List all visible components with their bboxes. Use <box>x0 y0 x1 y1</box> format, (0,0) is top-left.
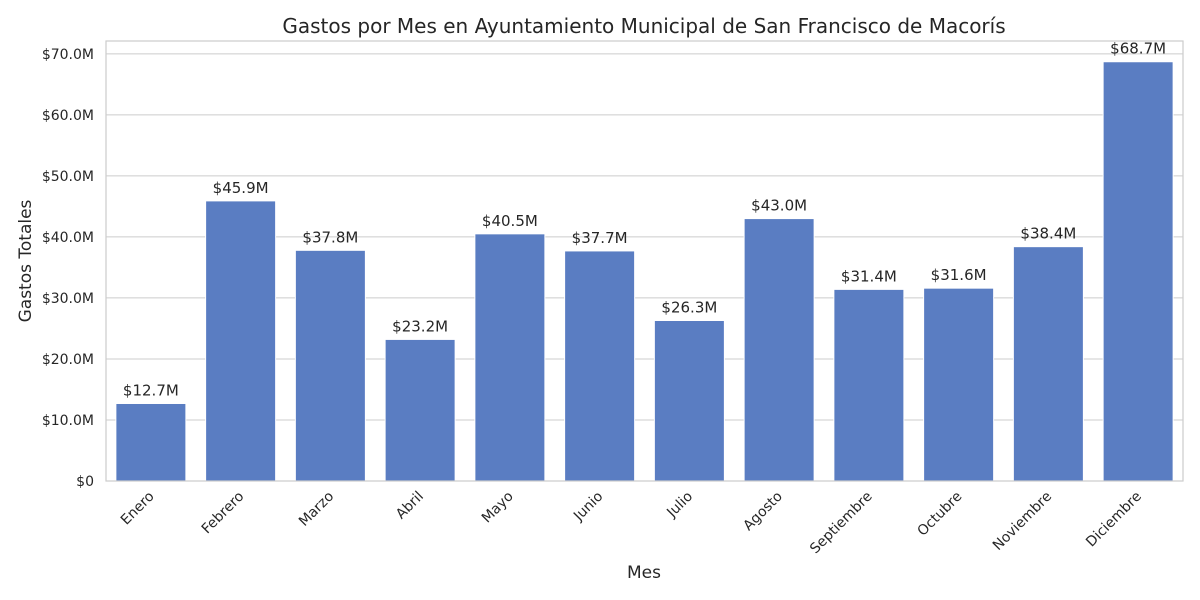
x-tick-label: Julio <box>663 489 696 522</box>
x-tick-label: Junio <box>570 489 606 525</box>
bar-value-label: $43.0M <box>751 197 807 215</box>
y-tick-label: $50.0M <box>42 169 94 185</box>
bar-value-label: $37.7M <box>572 229 628 247</box>
gridlines <box>106 53 1183 482</box>
y-tick-label: $10.0M <box>42 413 94 429</box>
x-tick-label: Agosto <box>740 489 786 535</box>
y-tick-label: $70.0M <box>42 47 94 63</box>
bar <box>923 287 995 482</box>
bar <box>653 320 725 482</box>
x-tick-label: Mayo <box>479 489 517 527</box>
plot-frame <box>105 40 1184 482</box>
x-axis-ticks: Enero Febrero Marzo Abril Mayo Junio Julio Agos… <box>118 489 1145 558</box>
bar <box>294 249 366 482</box>
y-tick-label: $20.0M <box>42 352 94 368</box>
bar-value-label: $40.5M <box>482 212 538 230</box>
bar <box>833 288 905 482</box>
y-axis-ticks: $0 $10.0M $20.0M $30.0M $40.0M $50.0M $60.0M $7… <box>42 47 94 490</box>
x-tick-label: Octubre <box>915 489 966 540</box>
x-tick-label: Diciembre <box>1083 489 1145 551</box>
bar-value-label: $37.8M <box>302 228 358 246</box>
bar <box>115 402 187 482</box>
bar-value-label: $31.4M <box>841 267 897 285</box>
x-tick-label: Marzo <box>296 489 337 530</box>
bar <box>564 250 636 482</box>
x-tick-label: Abril <box>393 489 427 523</box>
bar <box>384 338 456 482</box>
y-tick-label: $30.0M <box>42 291 94 307</box>
x-tick-label: Noviembre <box>990 489 1055 554</box>
bars <box>115 61 1174 482</box>
bar-value-label: $38.4M <box>1020 225 1076 243</box>
chart-title: Gastos por Mes en Ayuntamiento Municipal… <box>282 14 1005 38</box>
bar-value-label: $68.7M <box>1110 40 1166 58</box>
x-tick-label: Septiembre <box>807 489 876 558</box>
y-tick-label: $40.0M <box>42 230 94 246</box>
x-tick-label: Febrero <box>199 489 248 538</box>
bar-value-label: $26.3M <box>661 299 717 317</box>
bar-value-label: $23.2M <box>392 317 448 335</box>
x-tick-label: Enero <box>118 489 158 529</box>
bar <box>1102 61 1174 482</box>
bar <box>205 200 277 482</box>
y-tick-label: $60.0M <box>42 108 94 124</box>
bar-value-labels: $12.7M $45.9M $37.8M $23.2M $40.5M $37.7M $26.… <box>123 40 1166 400</box>
bar <box>1012 246 1084 482</box>
bar <box>743 218 815 482</box>
bar-value-label: $31.6M <box>931 266 987 284</box>
y-tick-label: $0 <box>76 474 94 490</box>
y-axis-label: Gastos Totales <box>16 199 36 322</box>
bar-value-label: $12.7M <box>123 381 179 399</box>
x-axis-label: Mes <box>627 563 661 583</box>
bar <box>474 233 546 482</box>
bar-value-label: $45.9M <box>213 179 269 197</box>
